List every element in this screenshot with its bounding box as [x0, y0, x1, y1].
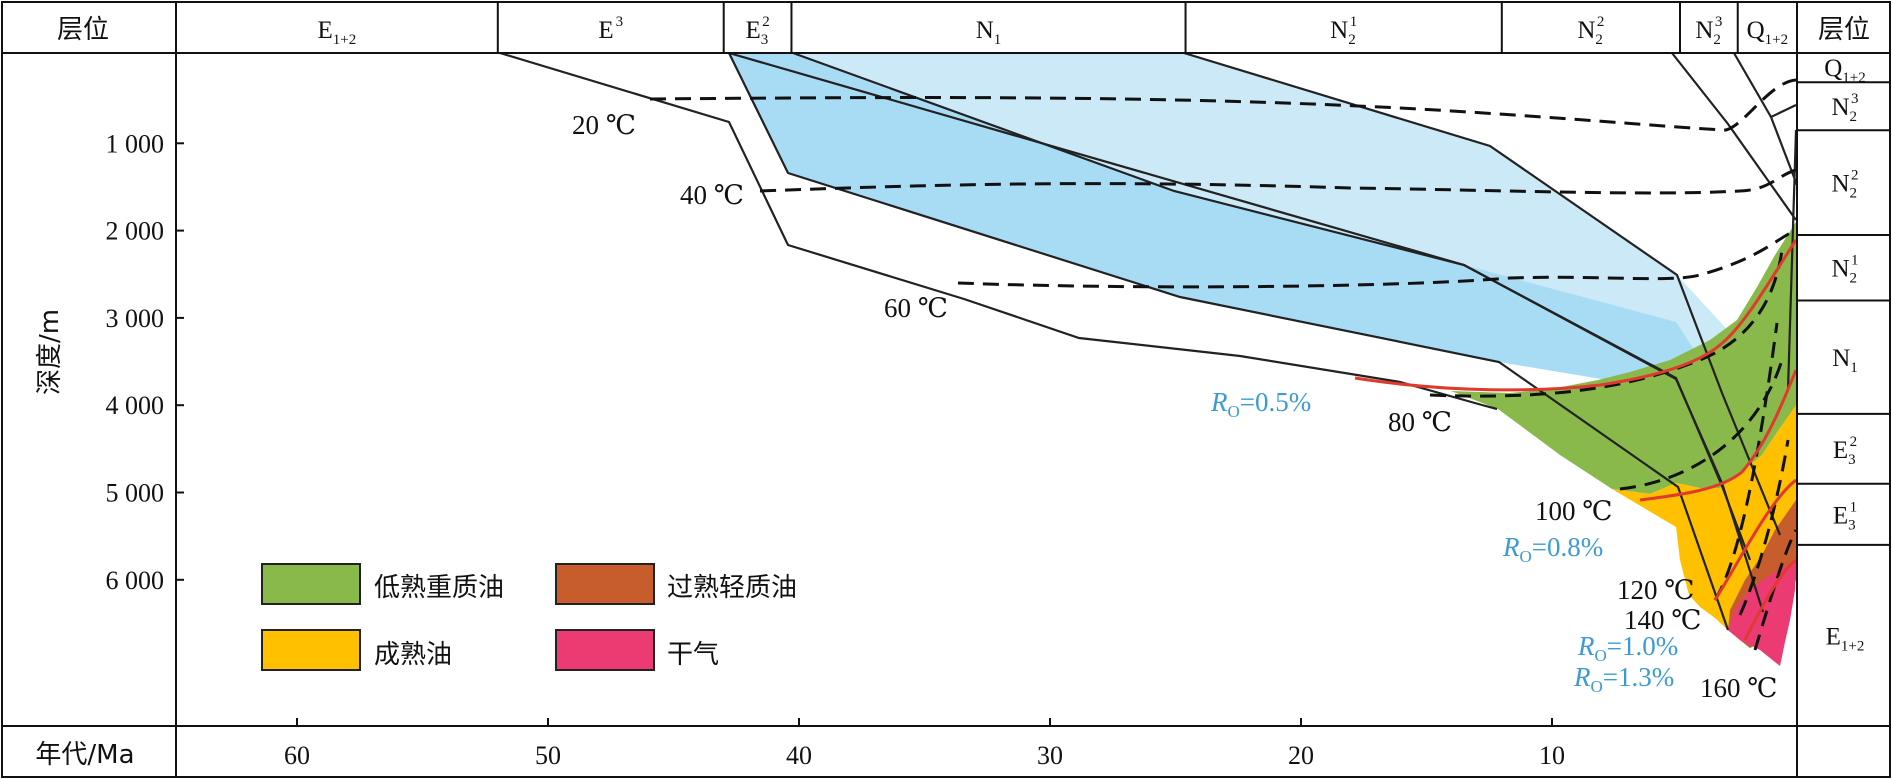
y-axis-ticks [176, 142, 184, 581]
top-stratum-label-E1+2: E1+2 [318, 17, 357, 48]
x-axis-ticks [296, 718, 1553, 726]
isotherm-40 [759, 168, 1797, 195]
legend-swatch-mature [261, 629, 361, 671]
isotherm-140 [1738, 439, 1790, 616]
right-stratum-label-E31: E31 [1833, 499, 1857, 533]
top-strata-labels: E1+2 E 3 E32 N1 N21 N22 N23 Q1+2 [318, 14, 1789, 48]
isotherm-60 [957, 228, 1797, 289]
y-tick-label: 2 000 [106, 217, 165, 246]
top-stratum-label-N1: N1 [976, 17, 1002, 48]
temp-label-80: 80 ℃ [1388, 407, 1452, 437]
y-tick-label: 3 000 [106, 304, 165, 333]
temp-label-60: 60 ℃ [884, 293, 948, 323]
y-tick-label: 5 000 [106, 479, 165, 508]
isotherm-120 [1713, 322, 1779, 601]
temp-label-120: 120 ℃ [1617, 575, 1694, 605]
x-tick-label: 60 [284, 741, 310, 770]
ro-label-05: RO=0.5% [1210, 387, 1311, 421]
burial-curve-6 [1671, 52, 1797, 221]
right-stratum-label-E1+2: E1+2 [1826, 623, 1865, 654]
top-stratum-label-N23: N23 [1695, 14, 1722, 48]
temp-label-160: 160 ℃ [1700, 673, 1777, 703]
shallow-zone-fill [729, 53, 1796, 410]
burial-curve-9 [1786, 129, 1798, 391]
ro-line-13 [1743, 558, 1797, 641]
right-stratum-label-N22: N22 [1831, 168, 1858, 202]
water-zone [729, 53, 1796, 410]
burial-curve-8 [1769, 116, 1799, 186]
right-stratum-label-N23: N23 [1831, 91, 1858, 125]
top-stratum-label-Q1+2: Q1+2 [1747, 17, 1789, 48]
x-tick-label: 50 [535, 741, 561, 770]
deep-zone-fill [729, 53, 1722, 399]
legend-swatch-over-mature [555, 563, 655, 605]
ro-line-05 [1354, 239, 1798, 392]
header-left: 层位 [57, 15, 109, 45]
right-strata-labels: Q1+2 N23 N22 N21 N1 E32 E31 E1+2 [1824, 55, 1866, 654]
ro-label-08: RO=0.8% [1502, 532, 1603, 566]
right-strata-dividers [1797, 81, 1890, 546]
burial-curves [499, 51, 1799, 631]
legend-label-over-mature: 过熟轻质油 [667, 573, 797, 603]
y-tick-label: 1 000 [106, 129, 165, 158]
isotherm-100 [1619, 359, 1784, 491]
x-tick-label: 30 [1037, 741, 1063, 770]
right-stratum-label-N1: N1 [1832, 345, 1858, 376]
burial-curve-5 [1183, 51, 1782, 536]
top-strata-dividers [496, 2, 1739, 53]
x-tick-label: 20 [1288, 741, 1314, 770]
header-right: 层位 [1818, 15, 1870, 45]
x-tick-labels: 60 50 40 30 20 10 [284, 741, 1565, 770]
x-tick-label: 10 [1539, 741, 1565, 770]
low-maturity-heavy-oil-zone [1451, 222, 1796, 494]
legend-swatch-low-maturity [261, 563, 361, 605]
temp-label-20: 20 ℃ [572, 110, 636, 140]
legend-label-mature: 成熟油 [374, 640, 452, 670]
temp-label-100: 100 ℃ [1535, 496, 1612, 526]
right-stratum-label-N21: N21 [1831, 253, 1858, 287]
ro-labels: RO=0.5% RO=0.8% RO=1.0% RO=1.3% [1210, 387, 1678, 696]
temp-label-40: 40 ℃ [680, 180, 744, 210]
top-stratum-label-N22: N22 [1577, 14, 1604, 48]
ro-label-13: RO=1.3% [1573, 662, 1674, 696]
y-tick-labels: 1 000 2 000 3 000 4 000 5 000 6 000 [106, 129, 165, 595]
y-tick-label: 4 000 [106, 391, 165, 420]
legend-label-dry-gas: 干气 [667, 640, 719, 670]
burial-curve-2 [728, 52, 1730, 631]
top-stratum-label-E32: E32 [745, 14, 769, 48]
x-axis-title: 年代/Ma [35, 740, 134, 770]
legend-label-low-maturity: 低熟重质油 [374, 573, 504, 603]
ro-label-10: RO=1.0% [1577, 631, 1678, 665]
y-axis-title: 深度/m [35, 309, 65, 395]
burial-curve-1 [499, 51, 1498, 411]
right-stratum-label-E32: E32 [1833, 434, 1857, 468]
burial-curve-7 [1733, 52, 1797, 119]
legend: 低熟重质油 过熟轻质油 成熟油 干气 [261, 563, 797, 671]
x-tick-label: 40 [786, 741, 812, 770]
burial-curve-4 [792, 51, 1752, 561]
temperature-labels: 20 ℃ 40 ℃ 60 ℃ 80 ℃ 100 ℃ 120 ℃ 140 ℃ 16… [572, 110, 1777, 703]
ro-line-10 [1713, 478, 1797, 601]
isotherm-20 [649, 78, 1797, 132]
top-stratum-label-N21: N21 [1330, 14, 1357, 48]
ro-line-08 [1639, 369, 1798, 502]
ro-lines [1354, 239, 1798, 641]
temp-label-140: 140 ℃ [1624, 605, 1701, 635]
y-tick-label: 6 000 [106, 566, 165, 595]
right-stratum-label-Q1+2: Q1+2 [1824, 55, 1866, 86]
legend-swatch-dry-gas [555, 629, 655, 671]
